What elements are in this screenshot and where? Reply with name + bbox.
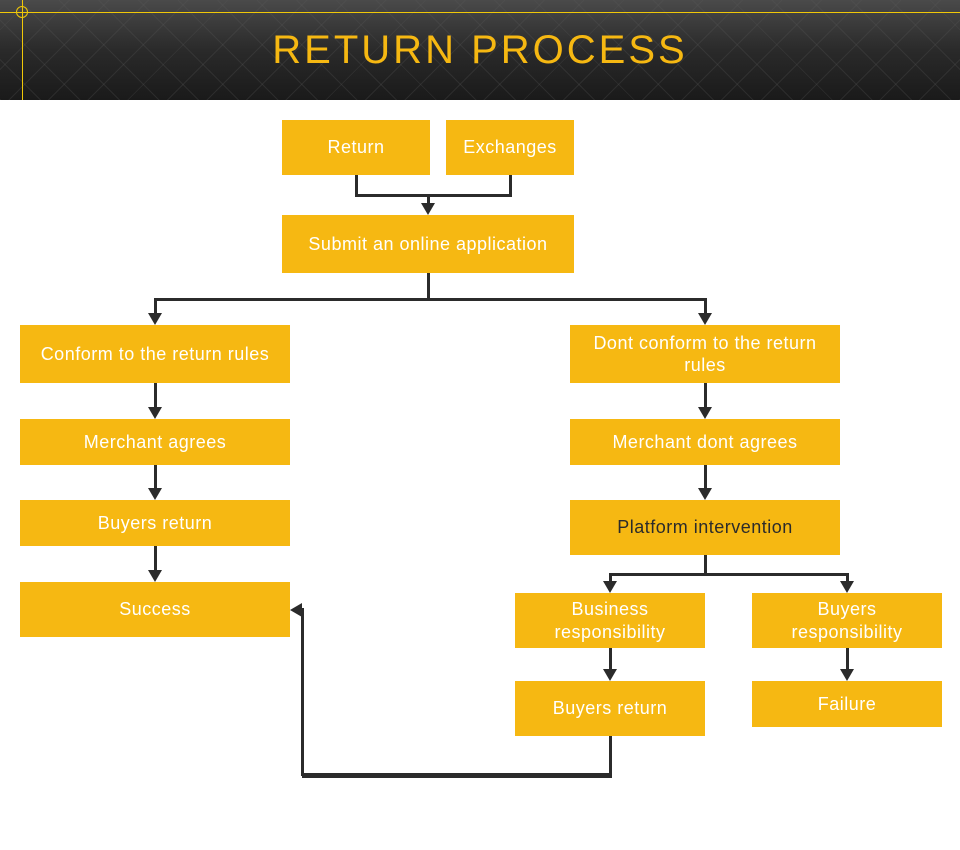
edge-segment: [154, 299, 157, 313]
node-mdisagree: Merchant dont agrees: [570, 419, 840, 465]
edge-segment: [609, 648, 612, 669]
arrowhead-down-icon: [603, 581, 617, 593]
edge-segment: [846, 648, 849, 669]
node-return: Return: [282, 120, 430, 175]
arrowhead-down-icon: [148, 488, 162, 500]
arrowhead-down-icon: [698, 488, 712, 500]
arrowhead-down-icon: [148, 407, 162, 419]
node-breturn2: Buyers return: [515, 681, 705, 736]
node-buyresp: Buyers responsibility: [752, 593, 942, 648]
edge-segment: [509, 175, 512, 195]
node-submit: Submit an online application: [282, 215, 574, 273]
edge-segment: [355, 194, 512, 197]
edge-segment: [704, 465, 707, 488]
node-failure: Failure: [752, 681, 942, 727]
edge-segment: [154, 546, 157, 570]
node-success: Success: [20, 582, 290, 637]
arrowhead-down-icon: [698, 313, 712, 325]
flowchart-canvas: Return Exchanges Submit an online applicat…: [0, 100, 960, 850]
edge-segment: [846, 574, 849, 581]
arrowhead-down-icon: [840, 669, 854, 681]
edge-segment: [609, 736, 612, 776]
edge-segment: [427, 273, 430, 299]
node-breturn1: Buyers return: [20, 500, 290, 546]
edge-segment: [154, 465, 157, 488]
edge-segment: [704, 299, 707, 313]
arrowhead-down-icon: [148, 313, 162, 325]
arrowhead-down-icon: [840, 581, 854, 593]
node-magree: Merchant agrees: [20, 419, 290, 465]
arrowhead-down-icon: [148, 570, 162, 582]
header-banner: RETURN PROCESS: [0, 0, 960, 100]
edge-segment: [609, 573, 849, 576]
edge-segment: [302, 773, 612, 776]
edge-segment: [704, 383, 707, 407]
edge-segment: [301, 608, 304, 776]
edge-segment: [355, 175, 358, 195]
edge-segment: [301, 608, 303, 611]
page-title: RETURN PROCESS: [272, 28, 687, 73]
node-exchanges: Exchanges: [446, 120, 574, 175]
node-noconform: Dont conform to the return rules: [570, 325, 840, 383]
node-platform: Platform intervention: [570, 500, 840, 555]
edge-segment: [427, 195, 430, 203]
arrowhead-down-icon: [603, 669, 617, 681]
arrowhead-down-icon: [698, 407, 712, 419]
node-bizresp: Business responsibility: [515, 593, 705, 648]
edge-segment: [154, 298, 707, 301]
edge-segment: [609, 574, 612, 581]
arrowhead-down-icon: [421, 203, 435, 215]
edge-segment: [154, 383, 157, 407]
edge-segment: [704, 555, 707, 574]
node-conform: Conform to the return rules: [20, 325, 290, 383]
